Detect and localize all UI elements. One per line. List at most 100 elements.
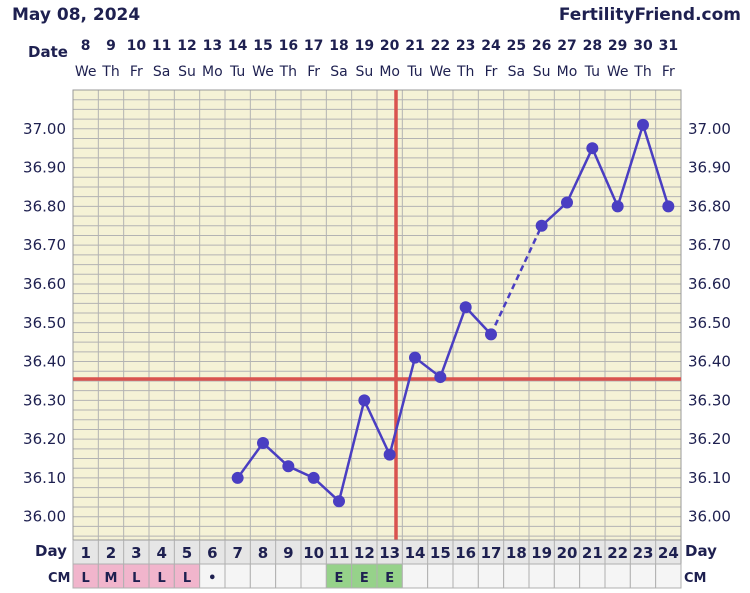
y-axis-left: 37.00 36.90 36.80 36.70 36.60 36.50 36.40 36.30… <box>23 120 66 526</box>
cm-cell <box>503 563 530 589</box>
cm-label: E <box>335 571 344 586</box>
y-tick-label-left: 36.90 <box>23 159 66 177</box>
date-label: 15 <box>253 38 272 54</box>
chart-date-title: May 08, 2024 <box>12 5 140 25</box>
y-tick-label-right: 36.20 <box>688 430 731 448</box>
date-rows: 8 We 9 Th 10 Fr 11 Sa 12 Su 13 Mo 14 Tu 15 We 16 Th 17 Fr 18… <box>75 38 678 80</box>
cycle-day-label: 19 <box>531 544 552 562</box>
cycle-day-label: 5 <box>182 544 192 562</box>
cycle-day-label: 17 <box>481 544 502 562</box>
y-tick-label-right: 36.50 <box>688 314 731 332</box>
cycle-day-label: 15 <box>430 544 451 562</box>
date-label: 27 <box>557 38 576 54</box>
cm-cell <box>275 563 302 589</box>
date-label: 26 <box>532 38 551 54</box>
cycle-day-label: 1 <box>80 544 90 562</box>
temp-segment <box>616 124 645 207</box>
temp-point <box>307 471 320 484</box>
cycle-day-label: 6 <box>207 544 217 562</box>
cm-cell <box>376 563 403 589</box>
date-label: 17 <box>304 38 323 54</box>
temp-segment <box>591 147 619 207</box>
weekday-label: We <box>252 64 274 80</box>
date-label: 19 <box>355 38 374 54</box>
cycle-day-label: 20 <box>557 544 578 562</box>
cm-cell <box>452 563 479 589</box>
date-label: 13 <box>203 38 222 54</box>
y-tick-label-right: 36.30 <box>688 391 731 409</box>
cycle-day-label: 24 <box>658 544 679 562</box>
y-tick-label-left: 36.10 <box>23 469 66 487</box>
temp-point <box>383 448 396 461</box>
chart-marks <box>73 90 681 540</box>
date-label: 29 <box>608 38 627 54</box>
date-label: 9 <box>106 38 116 54</box>
temp-segment <box>565 147 594 204</box>
cycle-day-label: 13 <box>379 544 400 562</box>
cycle-day-label: 11 <box>329 544 350 562</box>
y-tick-label-right: 36.80 <box>688 197 731 215</box>
date-label: 16 <box>279 38 298 54</box>
cm-label: • <box>208 571 216 586</box>
weekday-label: Mo <box>202 64 223 80</box>
date-label: 8 <box>81 38 91 54</box>
site-name: FertilityFriend.com <box>559 5 741 25</box>
weekday-label: Fr <box>130 64 143 80</box>
weekday-label: We <box>607 64 629 80</box>
date-label: 31 <box>659 38 678 54</box>
cm-cell <box>579 563 606 589</box>
temp-point <box>561 196 573 209</box>
cm-row-label-right: CM <box>684 571 706 586</box>
y-tick-label-right: 36.70 <box>688 236 731 254</box>
cm-cell <box>629 563 657 589</box>
weekday-label: Tu <box>229 64 245 80</box>
cm-cell <box>72 563 99 589</box>
temp-point <box>434 371 447 384</box>
y-tick-label-left: 36.80 <box>23 197 66 215</box>
weekday-label: Th <box>633 64 651 80</box>
y-tick-label-right: 36.10 <box>688 469 731 487</box>
date-label: 10 <box>127 38 147 54</box>
temp-segment <box>439 306 467 378</box>
weekday-label: Sa <box>508 64 525 80</box>
cm-cell <box>528 563 555 589</box>
date-label: 25 <box>507 38 526 54</box>
temp-point <box>333 495 345 508</box>
y-tick-label-right: 37.00 <box>688 120 731 138</box>
cycle-day-label: 3 <box>131 544 141 562</box>
date-label: 23 <box>456 38 475 54</box>
cycle-day-label: 12 <box>354 544 375 562</box>
temp-point <box>611 200 624 213</box>
temp-point <box>535 219 548 232</box>
date-label: 12 <box>177 38 196 54</box>
temp-segment <box>464 306 492 336</box>
temp-segment <box>388 357 417 455</box>
weekday-label: Tu <box>584 64 600 80</box>
cm-cell <box>477 563 505 589</box>
cycle-day-label: 8 <box>258 544 268 562</box>
y-tick-label-left: 36.40 <box>23 353 66 371</box>
weekday-label: Fr <box>662 64 675 80</box>
cycle-day-label: 9 <box>283 544 293 562</box>
cm-cell <box>300 563 327 589</box>
cycle-day-label: 10 <box>303 544 324 562</box>
weekday-label: Su <box>533 64 551 80</box>
cycle-day-label: 4 <box>156 544 166 562</box>
date-label: 11 <box>152 38 171 54</box>
cm-label: E <box>360 571 369 586</box>
temp-point <box>409 351 421 364</box>
cm-cell <box>553 563 581 589</box>
cm-row-label: CM <box>48 571 70 586</box>
weekday-label: Tu <box>406 64 422 80</box>
weekday-label: Su <box>178 64 196 80</box>
cycle-day-label: 22 <box>607 544 628 562</box>
cm-cell <box>199 563 226 589</box>
y-tick-label-right: 36.40 <box>688 353 731 371</box>
cycle-day-label: 2 <box>106 544 116 562</box>
date-label: 14 <box>228 38 248 54</box>
y-tick-label-right: 36.60 <box>688 275 731 293</box>
weekday-label: Th <box>279 64 297 80</box>
temp-segment <box>641 124 670 207</box>
weekday-label: We <box>430 64 452 80</box>
